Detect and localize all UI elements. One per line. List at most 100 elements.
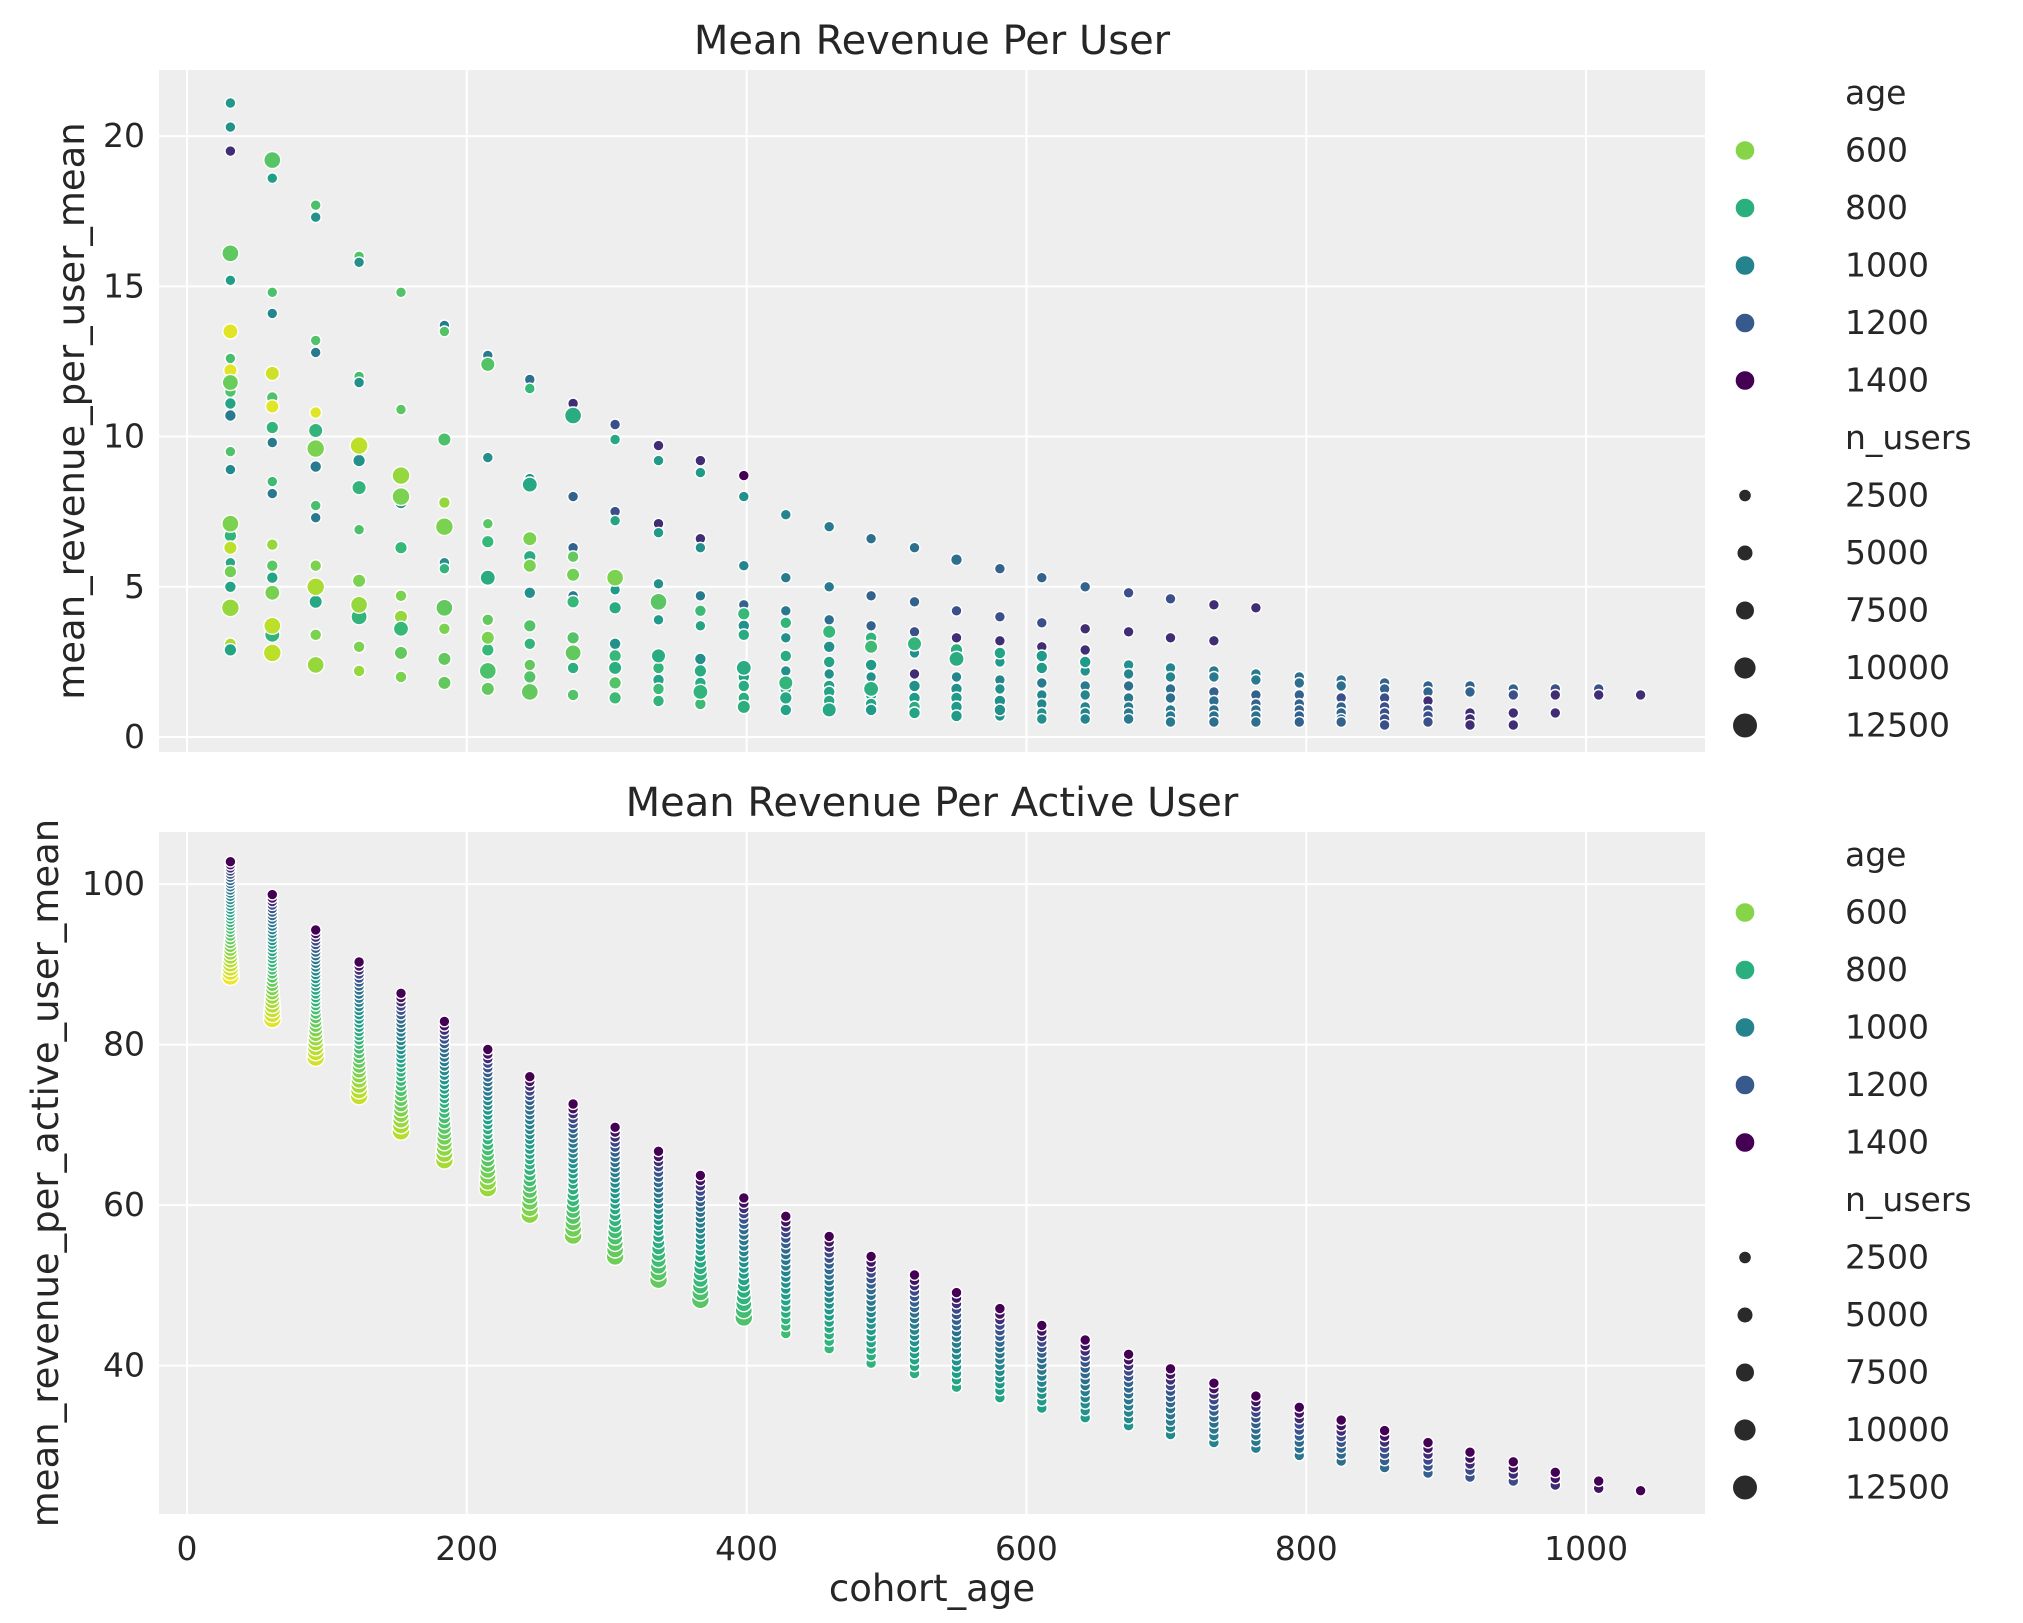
data-point xyxy=(1634,688,1647,702)
data-point xyxy=(349,595,369,614)
data-point xyxy=(436,651,452,667)
legend-label: 1000 xyxy=(1845,246,1929,285)
legend-marker xyxy=(1734,1016,1756,1039)
data-point xyxy=(1164,631,1177,644)
data-point xyxy=(265,571,279,585)
legend-label: 2500 xyxy=(1845,476,1929,515)
legend-label: 12500 xyxy=(1845,706,1950,745)
data-point xyxy=(1164,670,1177,684)
data-point xyxy=(652,526,665,539)
y-tick-label: 20 xyxy=(103,116,145,155)
data-point xyxy=(391,466,411,486)
legend-marker xyxy=(1734,959,1756,981)
y-tick-label: 5 xyxy=(124,567,145,606)
data-point xyxy=(480,534,495,549)
data-point xyxy=(608,675,623,690)
data-point xyxy=(1035,1319,1048,1332)
legend-size-marker xyxy=(1733,1475,1757,1500)
data-point xyxy=(265,559,279,573)
data-point xyxy=(438,325,451,338)
data-point xyxy=(608,690,623,705)
legend-size-title: n_users xyxy=(1845,1180,1972,1219)
data-point xyxy=(264,365,281,382)
data-point xyxy=(1035,649,1049,663)
data-point xyxy=(1122,712,1135,726)
data-point xyxy=(779,703,793,717)
data-point xyxy=(736,699,752,715)
data-point xyxy=(1122,679,1135,693)
data-point xyxy=(222,323,239,340)
data-point xyxy=(993,682,1007,696)
data-point xyxy=(521,530,538,547)
x-tick-label: 400 xyxy=(715,1529,778,1568)
data-point xyxy=(309,346,322,359)
data-point xyxy=(1592,688,1605,702)
data-point xyxy=(1122,586,1135,599)
data-point xyxy=(778,690,793,705)
data-point xyxy=(694,1169,707,1182)
data-point xyxy=(392,620,410,638)
legend-marker xyxy=(1734,312,1756,334)
data-point xyxy=(948,650,965,668)
data-point xyxy=(266,475,279,488)
legend-label: 7500 xyxy=(1845,591,1929,630)
data-point xyxy=(394,987,408,1000)
y-tick-label: 80 xyxy=(103,1025,145,1064)
data-point xyxy=(1079,688,1092,702)
data-point xyxy=(1335,1413,1348,1427)
legend-label: 10000 xyxy=(1845,1410,1950,1449)
data-point xyxy=(735,659,753,677)
x-tick-label: 800 xyxy=(1275,1529,1338,1568)
data-point xyxy=(223,642,238,657)
legend-label: 12500 xyxy=(1845,1468,1950,1507)
data-point xyxy=(864,658,878,672)
data-point xyxy=(352,640,366,654)
data-point xyxy=(224,120,237,134)
data-point xyxy=(605,568,625,587)
data-point xyxy=(950,670,963,684)
data-point xyxy=(652,1145,665,1158)
legend-size-marker xyxy=(1737,1307,1753,1323)
data-point xyxy=(823,520,836,533)
data-point xyxy=(823,613,836,626)
data-point xyxy=(694,619,707,632)
legend-marker xyxy=(1734,139,1756,162)
data-point xyxy=(265,538,279,552)
y-tick-label: 40 xyxy=(103,1346,145,1385)
data-point xyxy=(223,396,238,411)
chart-title: Mean Revenue Per User xyxy=(694,18,1171,64)
data-point xyxy=(522,618,537,633)
data-point xyxy=(435,598,454,617)
data-point xyxy=(737,628,751,642)
data-point xyxy=(1421,715,1435,729)
data-point xyxy=(223,580,238,594)
data-point xyxy=(608,648,623,663)
data-point xyxy=(266,487,279,500)
data-point xyxy=(652,577,665,590)
data-point xyxy=(779,1210,792,1223)
data-point xyxy=(352,453,367,468)
legend-size-marker xyxy=(1739,1251,1751,1264)
legend-marker xyxy=(1734,254,1756,277)
data-point xyxy=(864,1250,878,1263)
data-point xyxy=(779,664,792,678)
data-point xyxy=(351,479,367,496)
data-point xyxy=(224,855,237,868)
data-point xyxy=(478,661,497,681)
data-point xyxy=(608,600,623,615)
data-point xyxy=(306,655,325,675)
data-point xyxy=(265,420,280,435)
data-point xyxy=(222,540,238,556)
data-point xyxy=(949,709,964,723)
data-point xyxy=(608,1121,622,1134)
data-point xyxy=(1207,634,1221,647)
legend-size-marker xyxy=(1733,713,1757,738)
data-point xyxy=(1164,691,1177,705)
legend-label: 600 xyxy=(1845,131,1908,170)
legend-label: 1200 xyxy=(1845,303,1929,342)
data-point xyxy=(1507,718,1520,732)
data-point xyxy=(566,1097,580,1111)
data-point xyxy=(693,604,708,618)
data-point xyxy=(266,436,279,449)
